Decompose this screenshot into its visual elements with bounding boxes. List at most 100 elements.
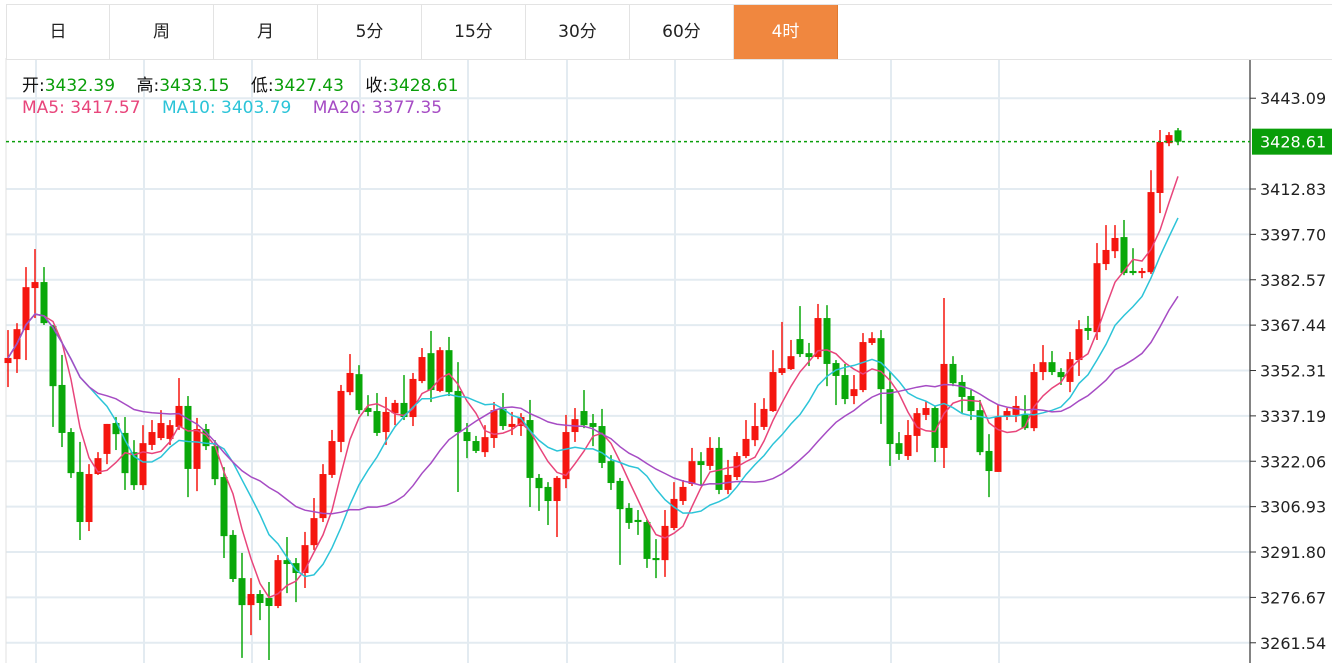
candle-up [418, 357, 426, 382]
period-tabs: 日周月 5分 15分 30分 60分 4时 [6, 4, 1332, 60]
candle-down [373, 411, 381, 433]
tab-4[interactable]: 15分 [422, 5, 526, 59]
candle-up [562, 432, 570, 480]
candle-up [814, 318, 822, 358]
candle-up [148, 432, 156, 445]
ma-info: MA5: 3417.57 MA10: 3403.79 MA20: 3377.35 [22, 98, 442, 118]
candle-up [1039, 362, 1047, 373]
current-price-label: 3428.61 [1260, 133, 1326, 152]
candle-down [1048, 362, 1056, 373]
tab-2[interactable]: 月 [214, 5, 318, 59]
tab-1[interactable]: 周 [110, 5, 214, 59]
ma20-legend: MA20: 3377.35 [313, 98, 442, 118]
low-value: 3427.43 [273, 76, 344, 96]
candle-down [445, 350, 453, 393]
candle-up [1147, 192, 1155, 273]
current-price-tag [1252, 128, 1332, 155]
candle-down [202, 429, 210, 447]
candle-up [751, 426, 759, 441]
candle-up [904, 435, 912, 457]
candle-up [103, 423, 111, 454]
y-tick-label: 3412.83 [1260, 180, 1326, 199]
candle-down [292, 563, 300, 574]
candle-down [40, 282, 48, 324]
candle-up [670, 498, 678, 529]
ma20-value: 3377.35 [371, 98, 443, 118]
candle-up [175, 405, 183, 427]
candle-down [211, 446, 219, 480]
candle-down [1129, 270, 1137, 274]
candle-down [634, 519, 642, 523]
candle-down [625, 507, 633, 523]
tab-5[interactable]: 30分 [526, 5, 630, 59]
y-tick-label: 3322.06 [1260, 452, 1326, 471]
candle-down [256, 594, 264, 604]
tab-3[interactable]: 5分 [318, 5, 422, 59]
candle-up [31, 282, 39, 289]
y-tick-label: 3276.67 [1260, 588, 1326, 607]
candle-down [454, 390, 462, 433]
candle-down [499, 408, 507, 427]
candle-up [274, 560, 282, 607]
candle-up [922, 408, 930, 415]
candle-up [688, 461, 696, 484]
candle-up [769, 372, 777, 412]
candle-up [940, 363, 948, 448]
candle-down [976, 410, 984, 453]
candle-down [823, 318, 831, 364]
candle-up [22, 287, 30, 331]
candle-down [805, 353, 813, 358]
close-label: 收: [365, 76, 389, 96]
candle-up [1003, 411, 1011, 417]
y-tick-label: 3261.54 [1260, 634, 1326, 653]
candle-down [238, 578, 246, 606]
ma10-line [7, 217, 1179, 578]
candle-down [1084, 327, 1092, 331]
ma20-label: MA20: [312, 98, 367, 118]
candle-up [328, 441, 336, 475]
tab-7[interactable]: 4时 [734, 5, 838, 59]
low-label: 低: [250, 76, 274, 96]
y-tick-label: 3367.44 [1260, 316, 1326, 335]
candle-down [652, 558, 660, 561]
candle-down [544, 486, 552, 502]
candle-up [868, 338, 876, 343]
candle-down [427, 353, 435, 391]
candle-up [508, 423, 516, 427]
candle-up [778, 368, 786, 373]
candle-down [58, 384, 66, 433]
candle-up [337, 390, 345, 442]
candle-up [490, 410, 498, 439]
candle-down [958, 381, 966, 397]
candle-up [742, 438, 750, 457]
candle-down [598, 426, 606, 463]
candle-up [382, 411, 390, 433]
candle-down [283, 560, 291, 565]
candle-down [1021, 414, 1029, 429]
y-tick-label: 3352.31 [1260, 362, 1326, 381]
candle-down [931, 408, 939, 448]
candle-down [886, 389, 894, 445]
candle-up [859, 342, 867, 391]
candle-up [4, 357, 12, 364]
candle-down [535, 477, 543, 489]
candle-up [1111, 237, 1119, 252]
candle-up [787, 356, 795, 370]
tab-6[interactable]: 60分 [630, 5, 734, 59]
ma5-line [7, 176, 1179, 599]
candle-up [1075, 329, 1083, 361]
candle-up [301, 545, 309, 574]
candle-up [346, 372, 354, 393]
candle-up [193, 429, 201, 469]
candle-up [1030, 372, 1038, 429]
candle-up [661, 525, 669, 561]
y-tick-label: 3397.70 [1260, 225, 1326, 244]
candle-down [472, 441, 480, 451]
ma10-label: MA10: [161, 98, 216, 118]
candle-up [1165, 135, 1173, 144]
candle-down [355, 374, 363, 411]
candle-down [220, 477, 228, 537]
tab-0[interactable]: 日 [6, 5, 110, 59]
y-tick-label: 3443.09 [1260, 89, 1326, 108]
